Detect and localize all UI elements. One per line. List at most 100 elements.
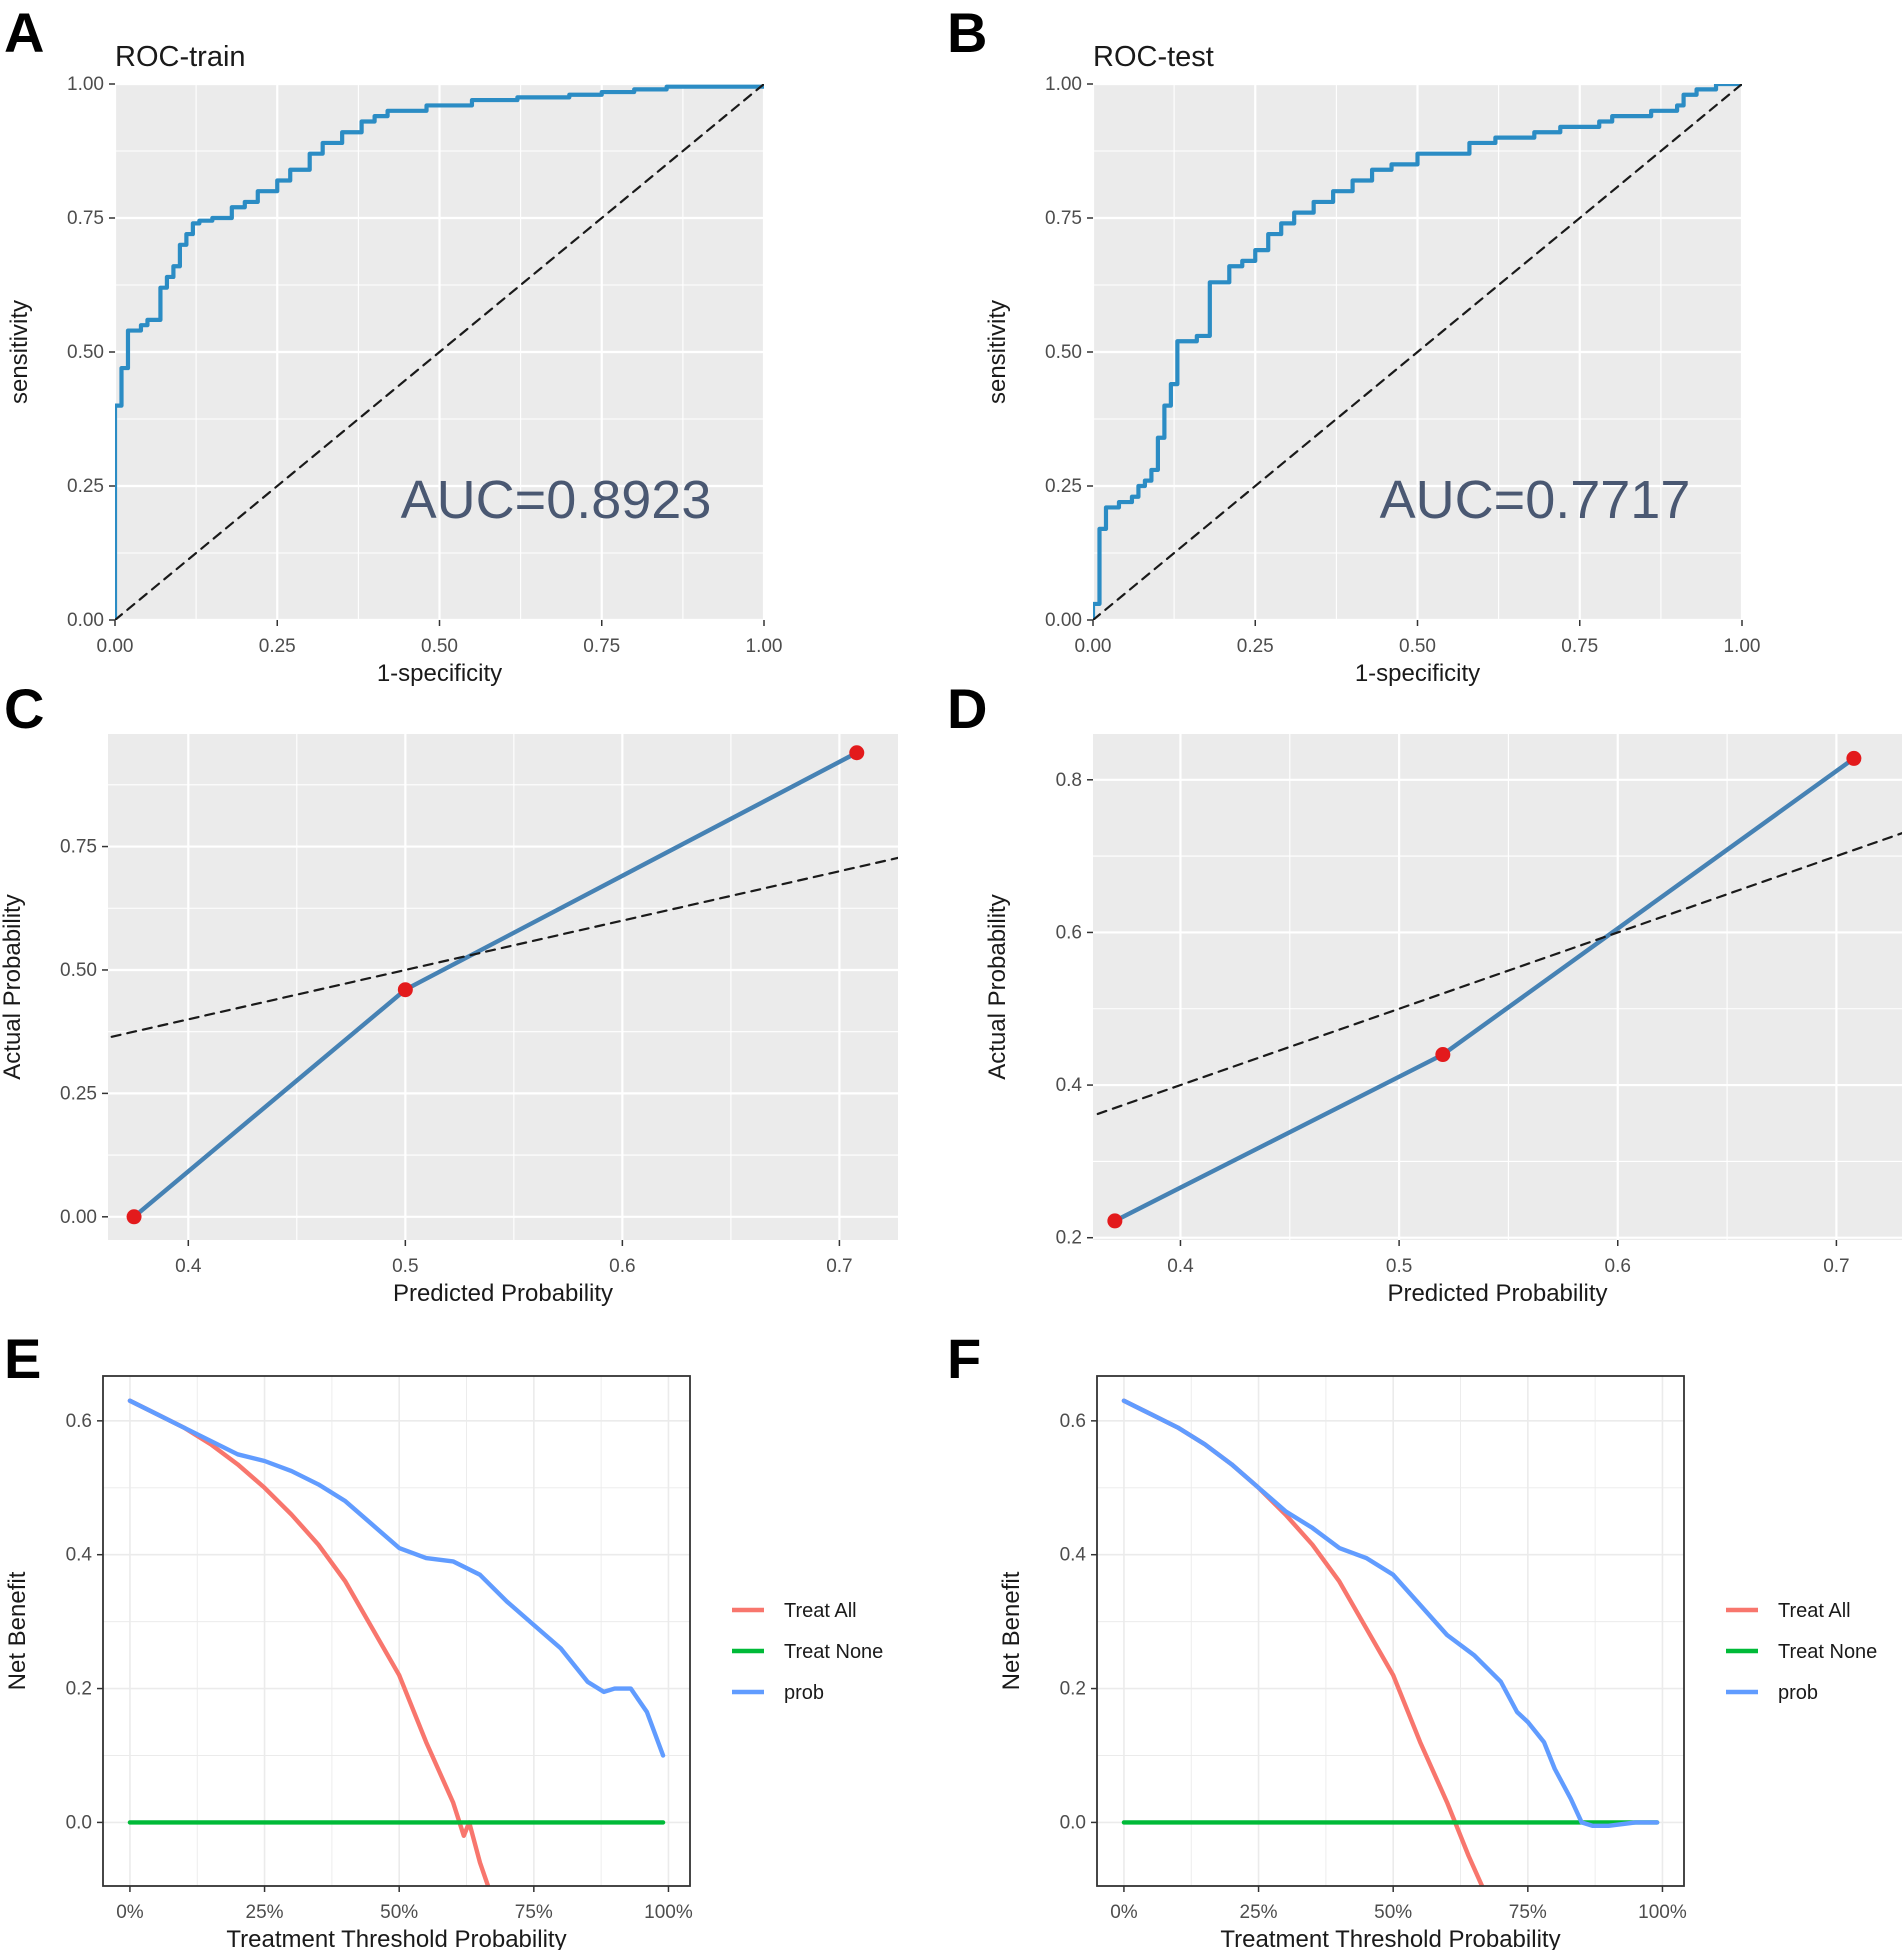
data-layer bbox=[1121, 1398, 1660, 1886]
chart-panel-e: 0% 25% 50% 75% 100% 0.0 0.2 0.4 0.6 Treatment Thr… bbox=[4, 1327, 883, 1950]
y-tick-label: 0.00 bbox=[67, 610, 104, 631]
y-tick-label: 0.6 bbox=[1056, 922, 1082, 943]
x-tick-label: 75% bbox=[1509, 1902, 1547, 1923]
chart-panel-f: 0% 25% 50% 75% 100% 0.0 0.2 0.4 0.6 Treatment Thr… bbox=[947, 1327, 1877, 1950]
panel-label: E bbox=[4, 1327, 41, 1390]
x-tick-label: 0.50 bbox=[421, 636, 458, 657]
y-tick-label: 0.2 bbox=[1060, 1679, 1086, 1700]
x-tick-label: 0.75 bbox=[583, 636, 620, 657]
x-tick-label: 0.7 bbox=[1823, 1256, 1849, 1277]
panel-label: F bbox=[947, 1327, 981, 1390]
panel-label: B bbox=[947, 1, 987, 64]
y-tick-label: 0.4 bbox=[1056, 1075, 1083, 1096]
x-tick-label: 25% bbox=[1240, 1902, 1278, 1923]
y-tick-label: 0.0 bbox=[1060, 1812, 1086, 1833]
y-tick-label: 0.4 bbox=[66, 1545, 93, 1566]
x-tick-label: 0.25 bbox=[1237, 636, 1274, 657]
y-axis-title: Actual Probability bbox=[984, 894, 1011, 1079]
series-line-reference bbox=[108, 856, 898, 1039]
panel-label: A bbox=[4, 1, 44, 64]
y-tick-label: 1.00 bbox=[67, 74, 104, 95]
y-axis-title: sensitivity bbox=[6, 300, 33, 404]
calibration-point bbox=[397, 982, 413, 998]
legend-label: Treat None bbox=[1778, 1641, 1877, 1663]
y-tick-label: 0.00 bbox=[60, 1207, 97, 1228]
gridlines bbox=[108, 734, 898, 1240]
plot-background bbox=[103, 1376, 690, 1886]
x-tick-label: 1.00 bbox=[746, 636, 783, 657]
x-tick-label: 50% bbox=[1374, 1902, 1412, 1923]
legend-label: Treat All bbox=[1778, 1600, 1851, 1622]
x-tick-label: 0.5 bbox=[392, 1256, 418, 1277]
x-tick-label: 0.4 bbox=[175, 1256, 202, 1277]
calibration-point bbox=[849, 745, 865, 761]
y-tick-label: 0.50 bbox=[1045, 342, 1082, 363]
chart-panel-c: 0.4 0.5 0.6 0.7 0.00 0.25 0.50 0.75 Predicted Pr… bbox=[0, 677, 898, 1307]
data-layer bbox=[115, 84, 764, 620]
calibration-point bbox=[1435, 1047, 1451, 1063]
series-line-reference bbox=[115, 84, 764, 620]
x-tick-label: 0.4 bbox=[1167, 1256, 1194, 1277]
x-tick-label: 0% bbox=[116, 1902, 144, 1923]
auc-annotation: AUC=0.7717 bbox=[1380, 470, 1691, 530]
y-tick-label: 0.75 bbox=[67, 208, 104, 229]
x-tick-label: 0.00 bbox=[1075, 636, 1112, 657]
x-tick-label: 0.6 bbox=[609, 1256, 635, 1277]
plot-border bbox=[1096, 1375, 1685, 1887]
series-line-roc bbox=[1093, 84, 1742, 620]
x-tick-label: 0.7 bbox=[826, 1256, 852, 1277]
panel-label: D bbox=[947, 677, 987, 740]
y-tick-label: 0.75 bbox=[60, 837, 97, 858]
x-axis-title: Treatment Threshold Probability bbox=[226, 1926, 566, 1950]
data-layer bbox=[127, 1398, 666, 1886]
chart-panel-b: 0.00 0.25 0.50 0.75 1.00 0.00 0.25 0.50 0.75 1.00… bbox=[947, 1, 1761, 687]
data-layer bbox=[1093, 84, 1742, 620]
legend-label: Treat None bbox=[784, 1641, 883, 1663]
y-tick-label: 0.2 bbox=[66, 1679, 92, 1700]
x-tick-label: 50% bbox=[380, 1902, 418, 1923]
x-tick-label: 0.5 bbox=[1386, 1256, 1412, 1277]
y-tick-label: 0.8 bbox=[1056, 770, 1082, 791]
panel-label: C bbox=[4, 677, 44, 740]
y-tick-label: 0.6 bbox=[66, 1411, 92, 1432]
chart-panel-a: 0.00 0.25 0.50 0.75 1.00 0.00 0.25 0.50 0.75 1.00… bbox=[4, 1, 783, 687]
y-tick-label: 0.25 bbox=[1045, 476, 1082, 497]
y-tick-label: 0.50 bbox=[60, 960, 97, 981]
y-tick-label: 0.75 bbox=[1045, 208, 1082, 229]
y-axis-title: Net Benefit bbox=[4, 1571, 31, 1690]
chart-panel-d: 0.4 0.5 0.6 0.7 0.2 0.4 0.6 0.8 Predicted Probab… bbox=[947, 677, 1902, 1307]
legend: Treat All Treat None prob bbox=[732, 1600, 883, 1704]
y-axis-title: sensitivity bbox=[984, 300, 1011, 404]
y-tick-label: 0.6 bbox=[1060, 1411, 1086, 1432]
y-tick-label: 0.50 bbox=[67, 342, 104, 363]
x-axis-title: Predicted Probability bbox=[393, 1280, 613, 1307]
y-tick-label: 1.00 bbox=[1045, 74, 1082, 95]
x-axis-title: Predicted Probability bbox=[1387, 1280, 1607, 1307]
calibration-point bbox=[1107, 1213, 1123, 1229]
x-tick-label: 75% bbox=[515, 1902, 553, 1923]
series-line-reference bbox=[1093, 832, 1902, 1117]
y-tick-label: 0.00 bbox=[1045, 610, 1082, 631]
y-axis-title: Actual Probability bbox=[0, 894, 26, 1079]
x-tick-label: 0% bbox=[1110, 1902, 1138, 1923]
calibration-point bbox=[1846, 750, 1862, 766]
calibration-point bbox=[126, 1209, 142, 1225]
y-tick-label: 0.4 bbox=[1060, 1545, 1087, 1566]
series-line-prob bbox=[127, 1398, 666, 1758]
x-tick-label: 1.00 bbox=[1724, 636, 1761, 657]
y-tick-label: 0.25 bbox=[60, 1083, 97, 1104]
y-tick-label: 0.25 bbox=[67, 476, 104, 497]
plot-border bbox=[102, 1375, 691, 1887]
x-axis-title: 1-specificity bbox=[377, 660, 502, 687]
plot-background bbox=[1097, 1376, 1684, 1886]
x-tick-label: 0.75 bbox=[1561, 636, 1598, 657]
auc-annotation: AUC=0.8923 bbox=[401, 470, 712, 530]
x-tick-label: 0.00 bbox=[97, 636, 134, 657]
x-tick-label: 0.25 bbox=[259, 636, 296, 657]
legend: Treat All Treat None prob bbox=[1726, 1600, 1877, 1704]
x-tick-label: 25% bbox=[246, 1902, 284, 1923]
y-tick-label: 0.0 bbox=[66, 1812, 92, 1833]
series-line-reference bbox=[1093, 84, 1742, 620]
x-axis-title: Treatment Threshold Probability bbox=[1220, 1926, 1560, 1950]
